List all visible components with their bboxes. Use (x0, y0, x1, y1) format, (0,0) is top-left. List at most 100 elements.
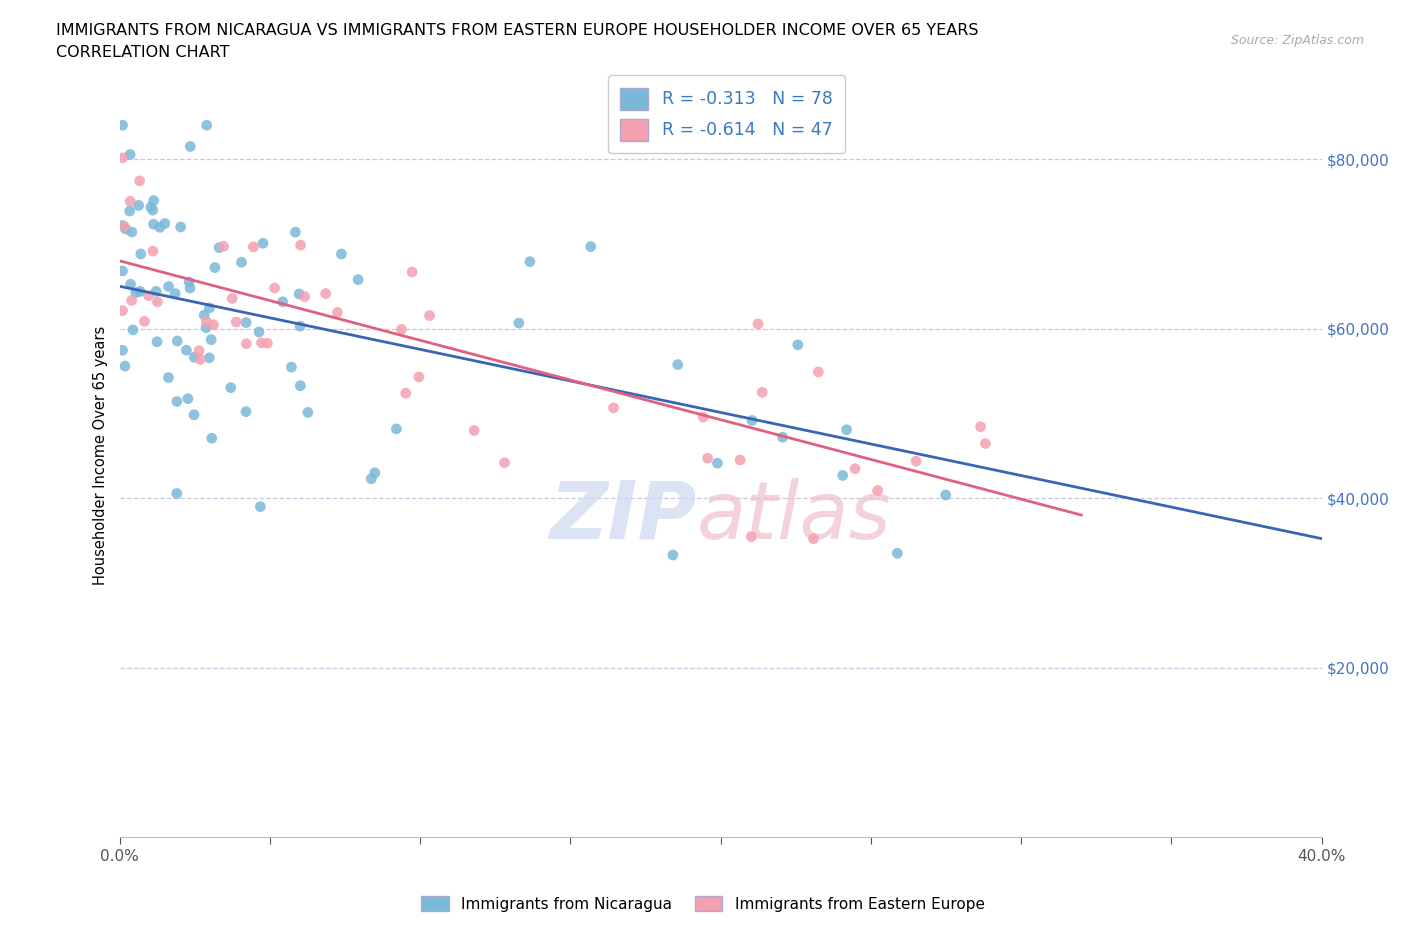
Point (120, 277, 142, 292)
Point (138, 288, 160, 303)
Y-axis label: Householder Income Over 65 years: Householder Income Over 65 years (93, 326, 108, 585)
Point (120, 147, 142, 162)
Point (786, 338, 808, 352)
Point (297, 405, 319, 419)
Point (294, 289, 316, 304)
Point (280, 360, 302, 375)
Point (250, 336, 273, 351)
Legend: Immigrants from Nicaragua, Immigrants from Eastern Europe: Immigrants from Nicaragua, Immigrants fr… (415, 889, 991, 918)
Point (193, 308, 215, 323)
Point (385, 421, 408, 436)
Point (330, 246, 353, 261)
Point (728, 453, 751, 468)
Point (165, 286, 187, 301)
Point (134, 314, 156, 329)
Point (114, 359, 136, 374)
Point (288, 319, 311, 334)
Text: atlas: atlas (696, 478, 891, 556)
Point (247, 325, 270, 339)
Point (118, 204, 141, 219)
Point (235, 315, 257, 330)
Point (122, 323, 145, 338)
Point (169, 219, 191, 234)
Point (579, 239, 602, 254)
Point (128, 174, 150, 189)
Point (463, 423, 485, 438)
Point (252, 236, 274, 251)
Point (969, 419, 991, 434)
Point (157, 370, 180, 385)
Point (235, 337, 257, 352)
Point (290, 379, 312, 393)
Point (200, 332, 222, 347)
Point (235, 405, 257, 419)
Point (142, 217, 165, 232)
Point (125, 286, 148, 300)
Text: ZIP: ZIP (550, 478, 696, 556)
Point (142, 193, 165, 208)
Point (114, 221, 136, 236)
Text: CORRELATION CHART: CORRELATION CHART (56, 45, 229, 60)
Point (242, 239, 264, 254)
Point (740, 529, 762, 544)
Point (231, 255, 253, 270)
Point (219, 380, 242, 395)
Point (315, 286, 337, 301)
Point (666, 357, 689, 372)
Point (179, 139, 201, 153)
Point (208, 240, 231, 255)
Point (290, 238, 312, 253)
Point (166, 394, 188, 409)
Point (188, 343, 211, 358)
Point (129, 246, 152, 261)
Text: IMMIGRANTS FROM NICARAGUA VS IMMIGRANTS FROM EASTERN EUROPE HOUSEHOLDER INCOME O: IMMIGRANTS FROM NICARAGUA VS IMMIGRANTS … (56, 23, 979, 38)
Point (221, 291, 243, 306)
Point (284, 225, 307, 240)
Point (395, 386, 418, 401)
Point (129, 284, 152, 299)
Point (905, 454, 928, 469)
Point (741, 413, 763, 428)
Point (974, 436, 997, 451)
Point (696, 451, 718, 466)
Point (202, 317, 225, 332)
Point (153, 216, 176, 231)
Point (111, 263, 134, 278)
Point (201, 431, 224, 445)
Point (111, 151, 134, 166)
Point (212, 239, 235, 254)
Point (195, 118, 218, 133)
Point (142, 203, 165, 218)
Point (831, 468, 853, 483)
Point (183, 350, 205, 365)
Point (149, 219, 172, 234)
Point (112, 219, 135, 234)
Point (111, 343, 134, 358)
Point (772, 430, 794, 445)
Point (183, 407, 205, 422)
Point (177, 392, 200, 406)
Point (198, 351, 221, 365)
Point (844, 461, 866, 476)
Point (198, 300, 221, 315)
Point (111, 303, 134, 318)
Point (166, 486, 188, 501)
Point (271, 295, 294, 310)
Point (195, 320, 218, 335)
Point (706, 456, 728, 471)
Point (935, 487, 957, 502)
Point (146, 295, 169, 310)
Point (835, 422, 858, 437)
Point (401, 264, 423, 279)
Point (408, 369, 430, 384)
Point (508, 315, 530, 330)
Point (807, 365, 830, 379)
Point (360, 472, 382, 486)
Point (179, 281, 201, 296)
Point (803, 531, 825, 546)
Point (249, 499, 271, 514)
Point (121, 293, 143, 308)
Point (886, 546, 908, 561)
Point (188, 352, 211, 367)
Text: Source: ZipAtlas.com: Source: ZipAtlas.com (1230, 34, 1364, 47)
